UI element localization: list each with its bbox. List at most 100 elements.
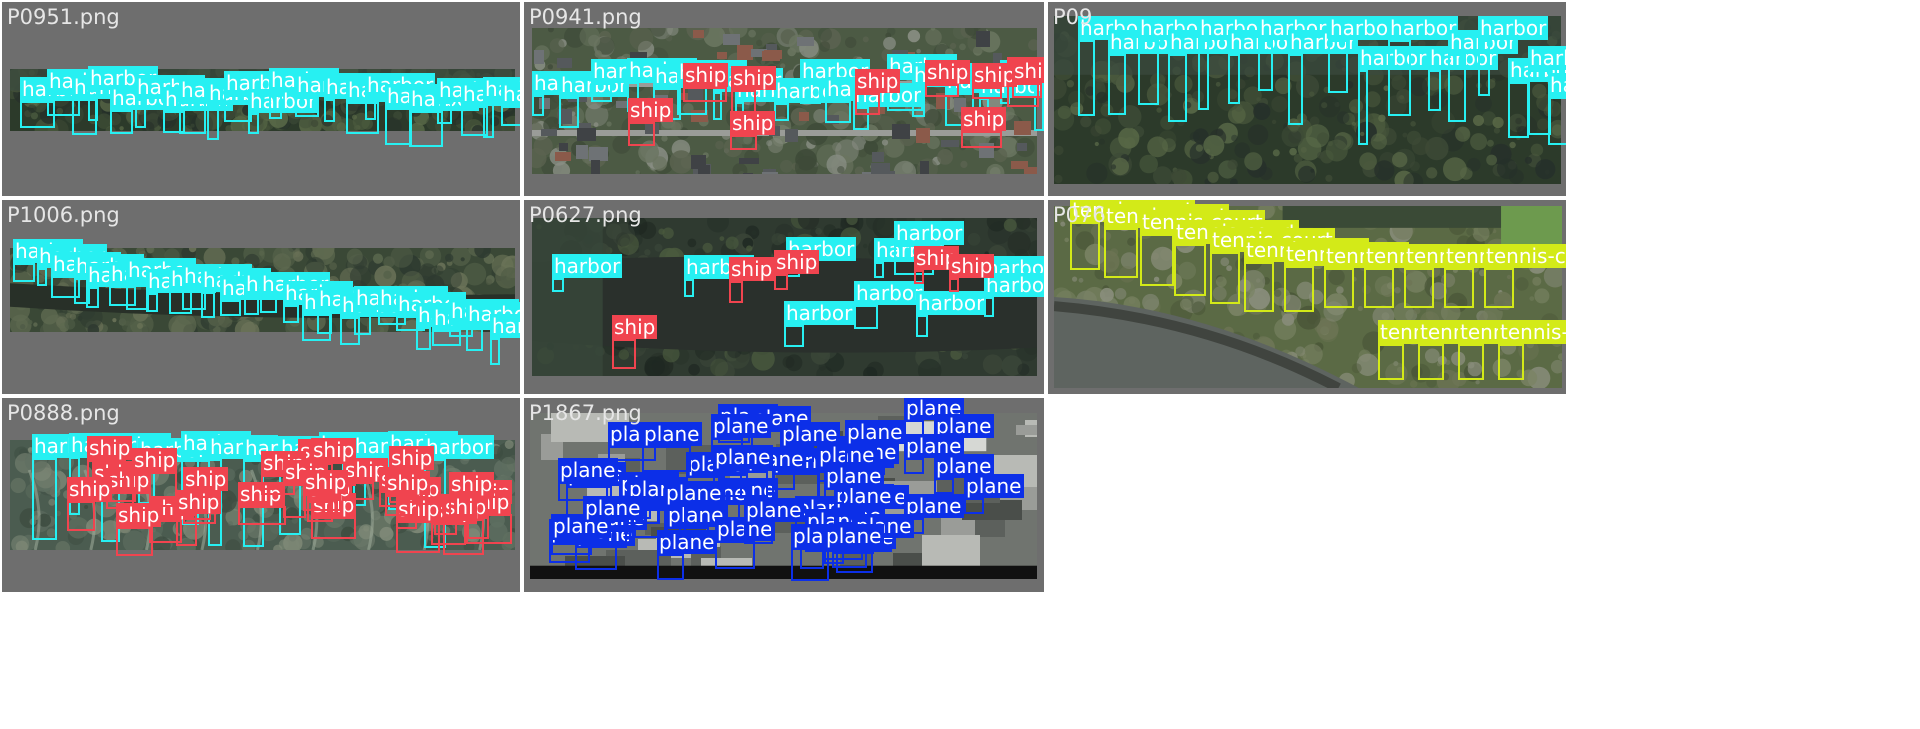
- bounding-box: [396, 521, 440, 553]
- class-label: ship: [774, 250, 820, 274]
- tile-filename: P0941.png: [529, 5, 642, 29]
- bounding-box: [346, 102, 379, 134]
- class-label: harbor: [1478, 16, 1549, 40]
- class-label: plane: [583, 496, 643, 520]
- bounding-box: [729, 281, 743, 303]
- bounding-box: [466, 326, 483, 351]
- tile-p0627: harbor harbor harbor harbor harbor harbor harb…: [524, 200, 1044, 394]
- bounding-box: [307, 501, 333, 522]
- bounding-box: [1388, 40, 1411, 116]
- bounding-box: [443, 519, 484, 555]
- bounding-box: [13, 263, 35, 282]
- class-label: plane: [780, 422, 840, 446]
- class-label: plane: [824, 464, 884, 488]
- class-label: ship: [730, 111, 776, 135]
- tile-p0941: harborharborharborharborharborharborharb…: [524, 2, 1044, 196]
- class-label: ship: [389, 446, 435, 470]
- bounding-box: [432, 330, 461, 346]
- class-label: plane: [711, 414, 771, 438]
- class-label: harbor: [984, 273, 1044, 297]
- bounding-box: [1284, 266, 1314, 312]
- tile-p1006: harborharborharborharborharborharborharb…: [2, 200, 520, 394]
- class-label: ship: [961, 107, 1007, 131]
- bounding-box: [269, 92, 282, 119]
- bounding-box: [220, 300, 241, 316]
- tile-p09: harbor harbor harbor harbor harbor harbor harb…: [1048, 2, 1566, 196]
- bounding-box: [746, 471, 768, 497]
- class-label: ship: [385, 471, 431, 495]
- class-label: plane: [845, 420, 905, 444]
- bounding-box: [1418, 344, 1444, 380]
- bounding-box: [1428, 70, 1441, 111]
- class-label: plane: [642, 422, 702, 446]
- tile-filename: P1867.png: [529, 401, 642, 425]
- bounding-box: [1404, 268, 1434, 308]
- bounding-box: [354, 310, 371, 335]
- bounding-box: [409, 111, 443, 147]
- class-label: harbor: [424, 435, 495, 459]
- bounding-box: [934, 478, 954, 494]
- class-label: ship: [1012, 59, 1044, 83]
- bounding-box: [1548, 97, 1566, 145]
- bounding-box: [874, 262, 884, 278]
- class-label: plane: [964, 474, 1024, 498]
- bounding-box: [466, 514, 512, 544]
- class-label: harbor: [854, 281, 925, 305]
- bounding-box: [664, 505, 686, 534]
- bounding-box: [149, 520, 182, 543]
- class-label: ship: [303, 470, 349, 494]
- class-label: harbor: [894, 221, 965, 245]
- bounding-box: [832, 552, 867, 568]
- bounding-box: [744, 522, 773, 544]
- bounding-box: [126, 282, 149, 310]
- bounding-box: [1288, 54, 1303, 125]
- bounding-box: [854, 305, 878, 329]
- bounding-box: [1478, 40, 1490, 96]
- bounding-box: [824, 548, 844, 564]
- bounding-box: [961, 131, 1002, 148]
- tile-p1867: plane plane plane plane plane plane plane plane…: [524, 398, 1044, 592]
- class-label: ship: [729, 257, 775, 281]
- bounding-box: [169, 291, 192, 314]
- bounding-box: [201, 292, 215, 318]
- class-label: ship: [116, 503, 162, 527]
- bounding-box: [74, 278, 90, 304]
- bounding-box: [1328, 40, 1348, 93]
- tile-p0951: harborharborharborharborharborharborharb…: [2, 2, 520, 196]
- bounding-box: [1174, 244, 1206, 296]
- class-label: harbor: [552, 254, 623, 278]
- bounding-box: [163, 111, 185, 133]
- class-label: harbor: [1358, 46, 1429, 70]
- bounding-box: [591, 83, 612, 102]
- bounding-box: [385, 495, 418, 516]
- class-label: harbor: [1548, 73, 1566, 97]
- bounding-box: [283, 305, 299, 323]
- bounding-box: [51, 276, 80, 298]
- class-label: harbor: [248, 89, 319, 113]
- bounding-box: [825, 101, 851, 123]
- bounding-box: [1012, 83, 1042, 98]
- class-label: ship: [925, 60, 971, 84]
- class-label: ship: [612, 315, 658, 339]
- class-label: ship: [132, 448, 178, 472]
- bounding-box: [964, 498, 984, 514]
- bounding-box: [283, 484, 306, 518]
- bounding-box: [110, 110, 133, 134]
- bounding-box: [431, 523, 466, 545]
- bounding-box: [1498, 344, 1524, 380]
- bounding-box: [800, 83, 821, 104]
- bounding-box: [311, 517, 356, 539]
- class-label: plane: [657, 530, 717, 554]
- bounding-box: [295, 97, 319, 117]
- bounding-box: [1258, 40, 1273, 91]
- bounding-box: [1104, 228, 1138, 278]
- bounding-box: [1358, 70, 1368, 145]
- class-label: ship: [183, 467, 229, 491]
- bounding-box: [1508, 82, 1529, 138]
- bounding-box: [385, 108, 412, 145]
- class-label: ship: [855, 69, 901, 93]
- bounding-box: [532, 95, 544, 116]
- bounding-box: [238, 506, 286, 525]
- bounding-box: [416, 327, 431, 350]
- bounding-box: [1078, 40, 1095, 116]
